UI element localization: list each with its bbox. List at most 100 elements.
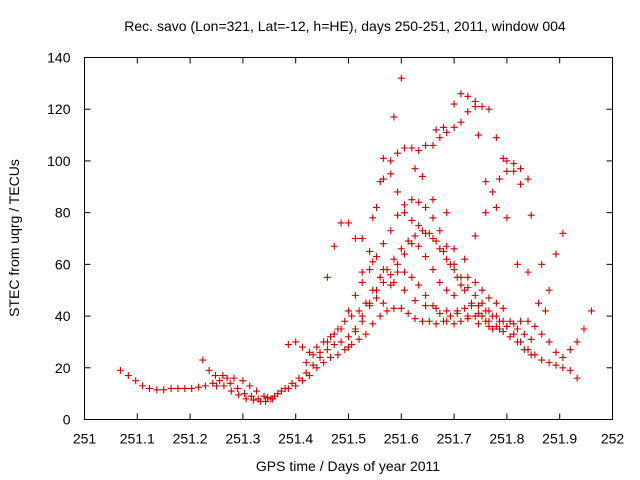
data-point (408, 273, 416, 281)
data-point (418, 317, 426, 325)
data-point (510, 330, 518, 338)
data-point (471, 291, 479, 299)
data-point (545, 286, 553, 294)
x-tick-label: 251 (73, 431, 97, 447)
data-point (446, 312, 454, 320)
data-point (387, 271, 395, 279)
data-point (330, 341, 338, 349)
data-point (292, 382, 300, 390)
data-point (587, 307, 595, 315)
data-point (415, 281, 423, 289)
data-point (436, 278, 444, 286)
data-point (274, 390, 282, 398)
data-point (429, 196, 437, 204)
data-point (369, 320, 377, 328)
data-point (436, 134, 444, 142)
data-point (281, 384, 289, 392)
data-point (227, 387, 235, 395)
data-point (510, 320, 518, 328)
data-point (520, 346, 528, 354)
y-tick-label: 80 (55, 205, 71, 221)
data-point (288, 379, 296, 387)
data-point (404, 309, 412, 317)
data-point (450, 291, 458, 299)
data-point (390, 304, 398, 312)
data-point (422, 302, 430, 310)
data-point (358, 268, 366, 276)
data-point (527, 211, 535, 219)
data-point (400, 209, 408, 217)
data-point (369, 286, 377, 294)
data-point (309, 351, 317, 359)
y-tick-label: 100 (47, 153, 71, 169)
data-point (443, 242, 451, 250)
data-point (327, 353, 335, 361)
data-point (513, 260, 521, 268)
data-point (397, 304, 405, 312)
data-point (334, 351, 342, 359)
data-point (323, 346, 331, 354)
x-tick-label: 251.5 (331, 431, 366, 447)
data-point (267, 395, 275, 403)
data-point (422, 291, 430, 299)
data-point (400, 250, 408, 258)
data-point (404, 237, 412, 245)
data-point (313, 364, 321, 372)
data-point (116, 366, 124, 374)
data-point (545, 338, 553, 346)
data-point (492, 203, 500, 211)
data-point (327, 333, 335, 341)
data-point (390, 255, 398, 263)
data-point (496, 325, 504, 333)
data-point (372, 294, 380, 302)
x-axis: 251 251.1 251.2 251.3 251.4 251.5 251.6 251.7 25… (73, 57, 624, 447)
data-point (174, 384, 182, 392)
data-point (376, 273, 384, 281)
data-point (457, 90, 465, 98)
data-point (305, 348, 313, 356)
x-tick-label: 251.7 (437, 431, 472, 447)
data-point (415, 198, 423, 206)
data-point (471, 278, 479, 286)
data-point (379, 278, 387, 286)
data-point (351, 328, 359, 336)
data-point (478, 299, 486, 307)
data-point (566, 346, 574, 354)
data-point (394, 260, 402, 268)
data-point (440, 123, 448, 131)
data-point (443, 317, 451, 325)
data-point (195, 383, 203, 391)
data-point (260, 392, 268, 400)
data-point (366, 247, 374, 255)
data-point (538, 260, 546, 268)
data-point (552, 348, 560, 356)
data-point (464, 108, 472, 116)
x-tick-label: 251.2 (173, 431, 208, 447)
data-point (247, 392, 255, 400)
data-point (510, 167, 518, 175)
data-point (489, 325, 497, 333)
data-point (355, 335, 363, 343)
data-point (408, 240, 416, 248)
data-point (284, 341, 292, 349)
data-point (220, 382, 228, 390)
data-point (517, 317, 525, 325)
data-point (337, 325, 345, 333)
data-point (234, 384, 242, 392)
data-point (506, 333, 514, 341)
data-point (369, 214, 377, 222)
data-point (566, 366, 574, 374)
data-point (411, 165, 419, 173)
data-point (358, 278, 366, 286)
data-point (376, 178, 384, 186)
data-point (464, 312, 472, 320)
data-point (188, 384, 196, 392)
data-point (559, 229, 567, 237)
data-point (499, 317, 507, 325)
data-point (383, 307, 391, 315)
y-tick-label: 140 (47, 50, 71, 66)
data-point (345, 343, 352, 351)
y-axis: 0 20 40 60 80 100 120 140 (47, 50, 613, 428)
data-point (499, 304, 507, 312)
